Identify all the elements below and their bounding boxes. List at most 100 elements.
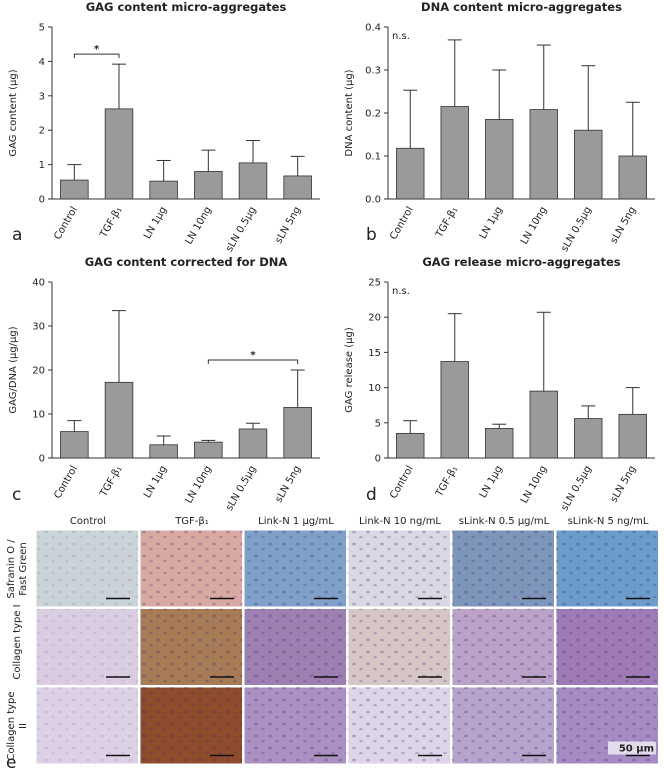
bar: [238, 162, 268, 200]
y-tick-label: 25: [368, 278, 381, 289]
y-axis-label: GAG/DNA (μg/μg): [8, 326, 19, 413]
y-axis-label: GAG release (μg): [344, 327, 355, 413]
bar: [574, 129, 603, 200]
y-tick-label: 0.3: [365, 66, 381, 77]
y-tick-label: 0: [39, 195, 45, 206]
y-tick-label: 40: [32, 278, 45, 289]
column-header: sLink-N 0.5 μg/mL: [459, 516, 550, 527]
micrograph-texture: [244, 687, 347, 764]
chart-title: GAG content corrected for DNA: [85, 255, 288, 269]
micrograph-texture: [452, 530, 555, 607]
micrograph-texture: [348, 608, 451, 686]
x-tick-label: Control: [388, 464, 416, 501]
x-tick-label: sLN 0.5μg: [224, 205, 259, 254]
x-tick-label: sLN 5ng: [273, 464, 303, 505]
y-tick-label: 3: [39, 91, 45, 102]
panel-label: a: [12, 225, 22, 245]
bar: [149, 180, 178, 200]
bar: [485, 119, 514, 200]
y-tick-label: 2: [39, 126, 45, 137]
bar: [574, 418, 603, 459]
y-tick-label: 0: [39, 454, 45, 465]
x-tick-label: sLN 0.5μg: [559, 464, 594, 513]
y-tick-label: 5: [39, 23, 45, 34]
x-tick-label: sLN 0.5μg: [224, 464, 259, 513]
bar: [238, 428, 268, 459]
panel-label: b: [366, 225, 377, 245]
micrograph-texture: [244, 608, 347, 686]
bar: [194, 171, 223, 200]
x-tick-label: TGF-β₁: [434, 464, 461, 499]
bar: [60, 431, 89, 459]
x-tick-label: sLN 5ng: [273, 205, 303, 246]
bar: [60, 179, 89, 200]
bar: [618, 155, 647, 200]
micrograph-texture: [140, 687, 243, 764]
column-header: sLink-N 5 ng/mL: [568, 516, 649, 527]
x-tick-label: LN 10ng: [184, 205, 214, 247]
significance-label: *: [250, 350, 256, 361]
chart-title: GAG release micro-aggregates: [422, 255, 620, 269]
x-tick-label: LN 1μg: [142, 464, 169, 500]
x-tick-label: sLN 5ng: [609, 464, 639, 505]
micrograph-texture: [452, 687, 555, 764]
y-tick-label: 5: [375, 418, 381, 429]
micrograph-texture: [36, 530, 139, 607]
panel-label: e: [6, 753, 16, 773]
significance-label: n.s.: [392, 286, 410, 297]
x-tick-label: LN 10ng: [519, 464, 549, 506]
bar: [485, 428, 514, 459]
bar: [529, 109, 558, 200]
x-tick-label: LN 10ng: [184, 464, 214, 506]
bar: [104, 381, 134, 459]
y-tick-label: 0.0: [365, 195, 381, 206]
y-tick-label: 30: [32, 322, 45, 333]
bar: [618, 413, 647, 459]
bar: [529, 390, 558, 459]
micrograph-texture: [348, 687, 451, 764]
micrograph-texture: [556, 530, 659, 607]
y-tick-label: 20: [368, 313, 381, 324]
x-tick-label: LN 10ng: [519, 205, 549, 247]
y-tick-label: 4: [39, 57, 45, 68]
micrograph-texture: [556, 608, 659, 686]
column-header: Link-N 10 ng/mL: [359, 516, 441, 527]
x-tick-label: sLN 0.5μg: [559, 205, 594, 254]
significance-bracket: [207, 359, 299, 364]
micrograph-texture: [36, 608, 139, 686]
column-header: Link-N 1 μg/mL: [258, 516, 334, 527]
significance-label: *: [94, 44, 100, 55]
scale-label: 50 μm: [619, 744, 654, 755]
x-tick-label: TGF-β₁: [98, 205, 125, 240]
bar: [283, 406, 312, 459]
micrograph-texture: [36, 687, 139, 764]
bar: [396, 432, 425, 459]
bar: [283, 175, 312, 200]
x-tick-label: Control: [388, 205, 416, 242]
bar: [440, 106, 469, 200]
column-header: TGF-β₁: [174, 516, 209, 527]
significance-bracket: [73, 53, 120, 59]
row-label: Safranin O / Fast Green: [6, 539, 29, 599]
chart-title: DNA content micro-aggregates: [421, 0, 622, 14]
y-tick-label: 1: [39, 160, 45, 171]
y-axis-label: GAG content (μg): [8, 69, 19, 156]
y-tick-label: 0.1: [365, 152, 381, 163]
x-tick-label: LN 1μg: [478, 464, 505, 500]
y-tick-label: 0.2: [365, 109, 381, 120]
panel-label: c: [12, 485, 21, 505]
y-tick-label: 10: [32, 410, 45, 421]
x-tick-label: Control: [52, 205, 80, 242]
y-tick-label: 0.4: [365, 23, 381, 34]
row-label: Collagen type I: [12, 604, 23, 680]
scale-label-bg: [608, 741, 656, 755]
x-tick-label: sLN 5ng: [609, 205, 639, 246]
micrograph-texture: [348, 530, 451, 607]
y-axis-label: DNA content (μg): [344, 69, 355, 156]
x-tick-label: LN 1μg: [142, 205, 169, 241]
micrograph-texture: [140, 608, 243, 686]
column-header: Control: [70, 516, 106, 527]
bar: [149, 444, 178, 459]
